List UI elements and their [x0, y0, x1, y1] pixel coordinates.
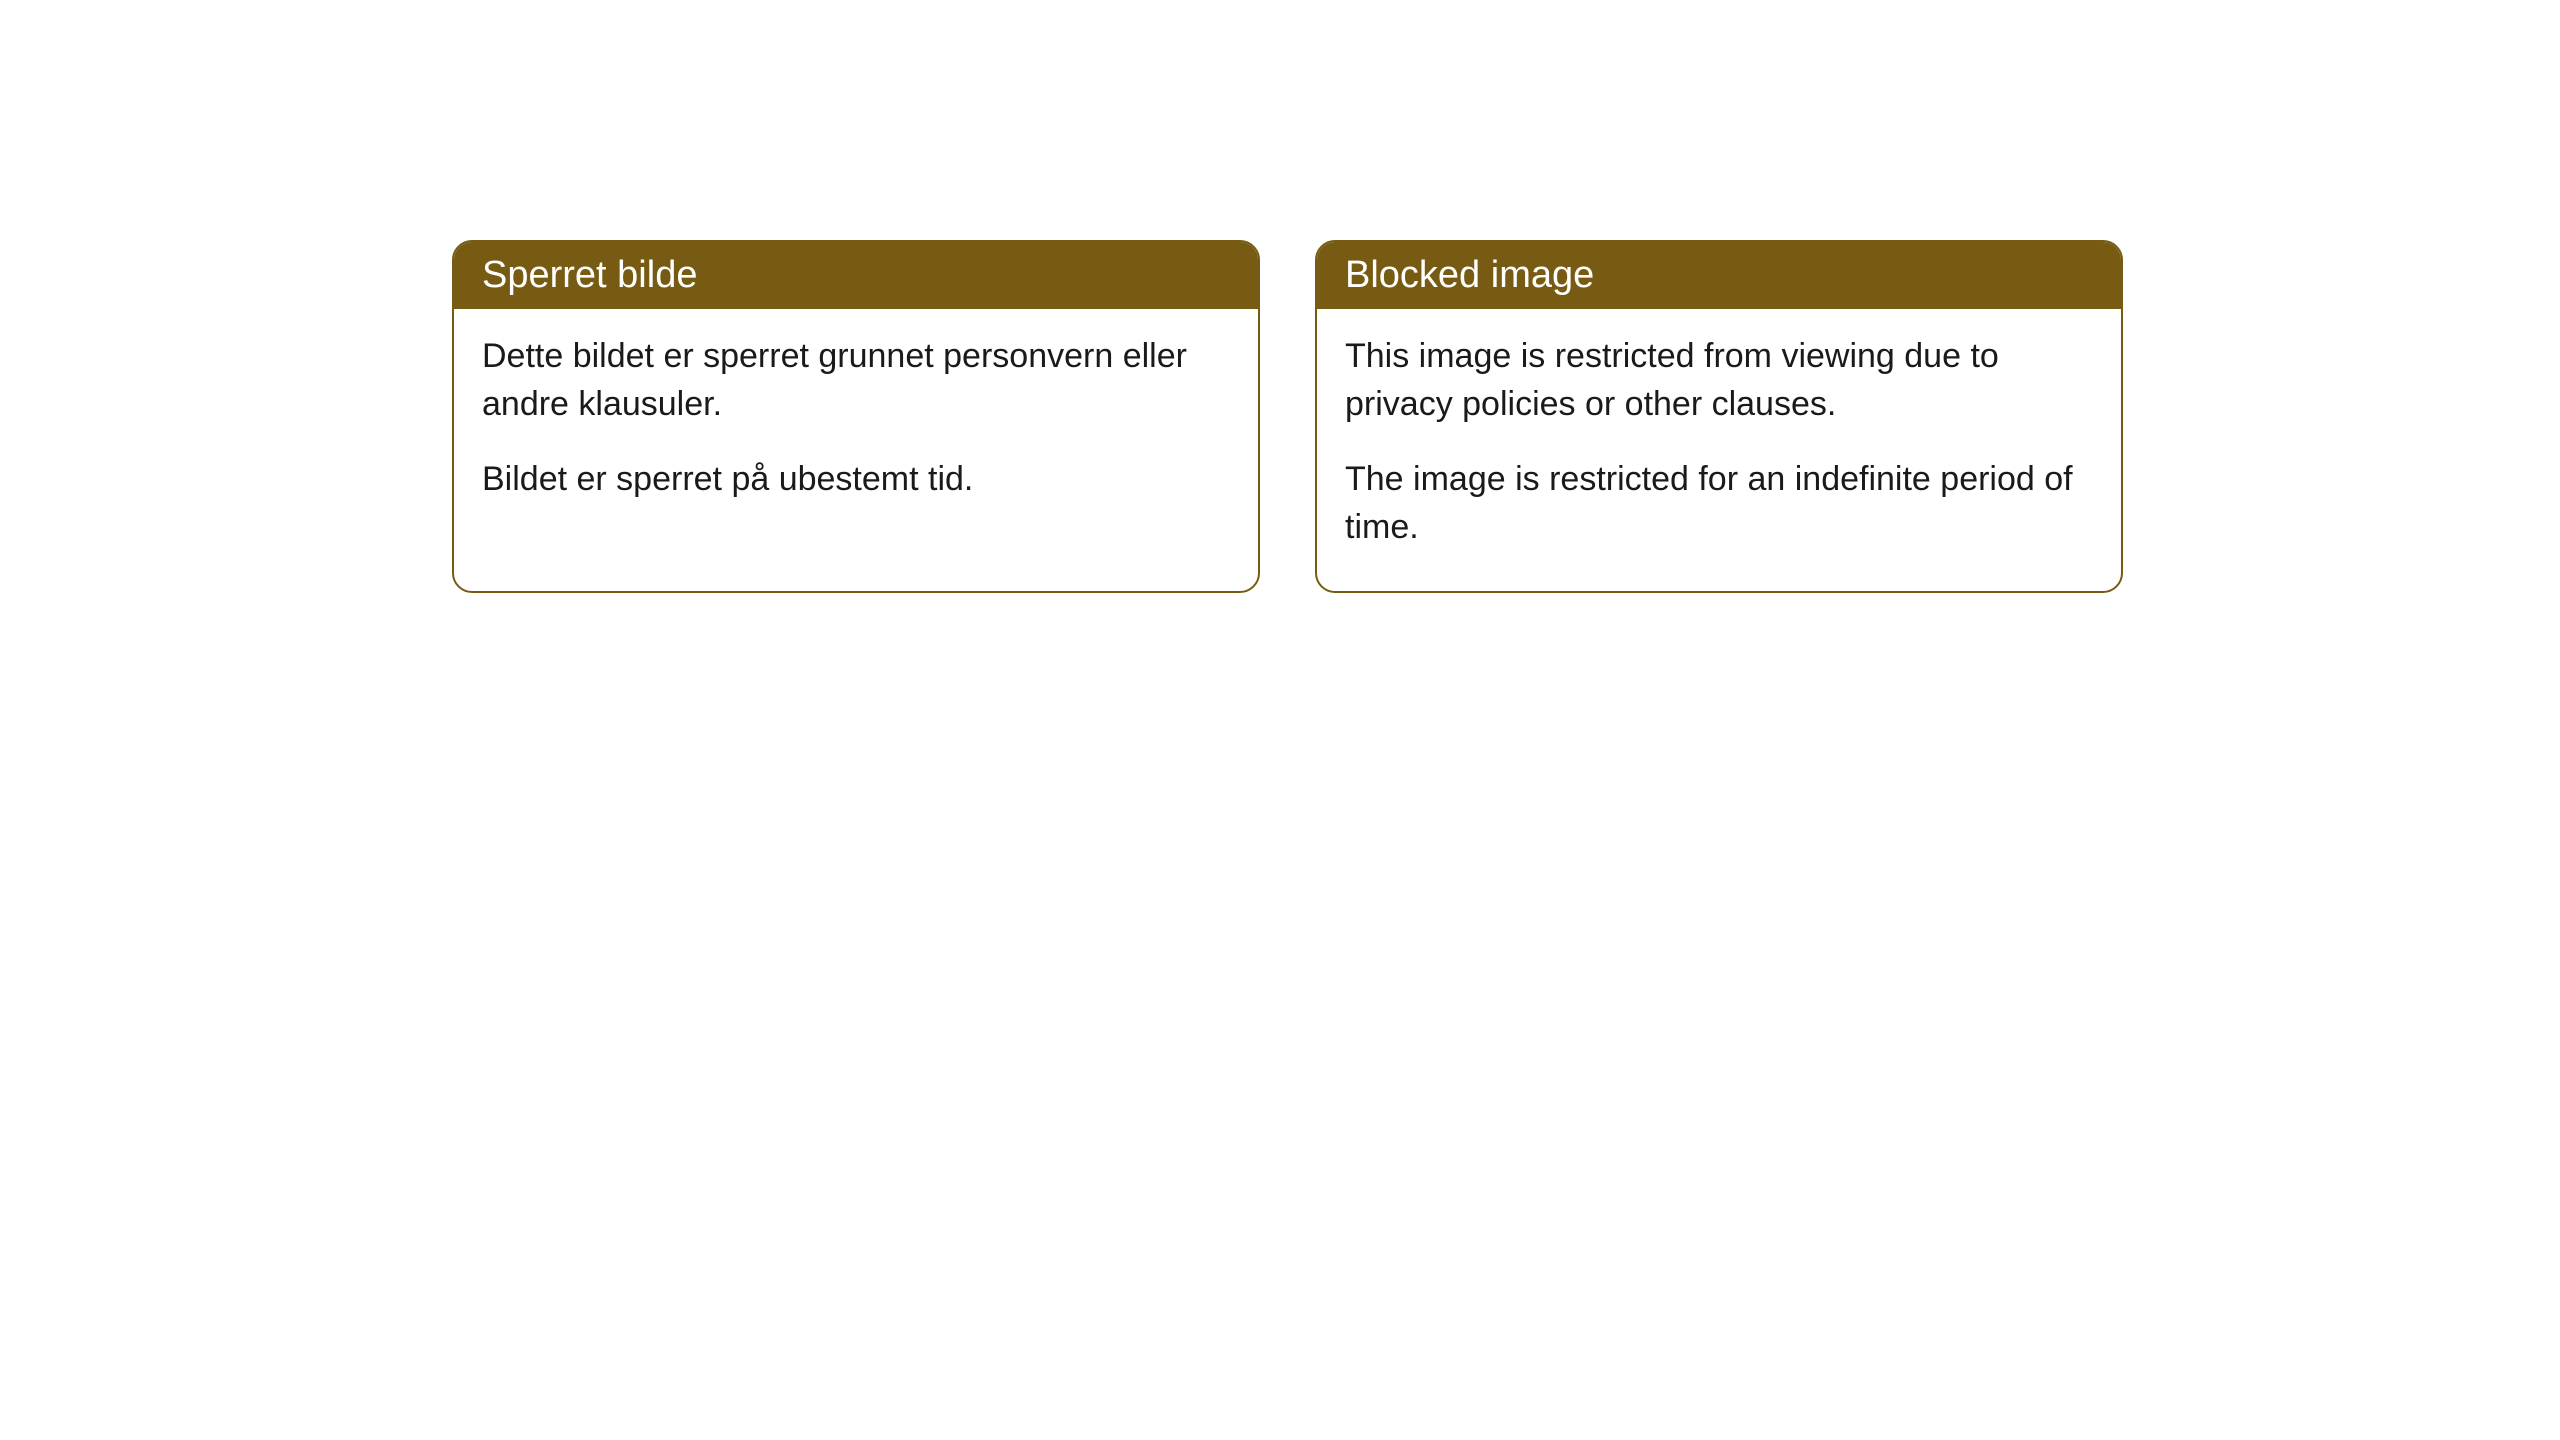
card-body: This image is restricted from viewing du… — [1317, 309, 2121, 591]
notice-card-norwegian: Sperret bilde Dette bildet er sperret gr… — [452, 240, 1260, 593]
card-title: Blocked image — [1345, 254, 1594, 296]
card-paragraph: Dette bildet er sperret grunnet personve… — [482, 333, 1230, 428]
card-paragraph: The image is restricted for an indefinit… — [1345, 456, 2093, 551]
card-body: Dette bildet er sperret grunnet personve… — [454, 309, 1258, 544]
notice-card-english: Blocked image This image is restricted f… — [1315, 240, 2123, 593]
card-title: Sperret bilde — [482, 254, 697, 296]
card-paragraph: This image is restricted from viewing du… — [1345, 333, 2093, 428]
card-paragraph: Bildet er sperret på ubestemt tid. — [482, 456, 1230, 504]
notice-container: Sperret bilde Dette bildet er sperret gr… — [452, 240, 2123, 593]
card-header: Blocked image — [1317, 242, 2121, 309]
card-header: Sperret bilde — [454, 242, 1258, 309]
